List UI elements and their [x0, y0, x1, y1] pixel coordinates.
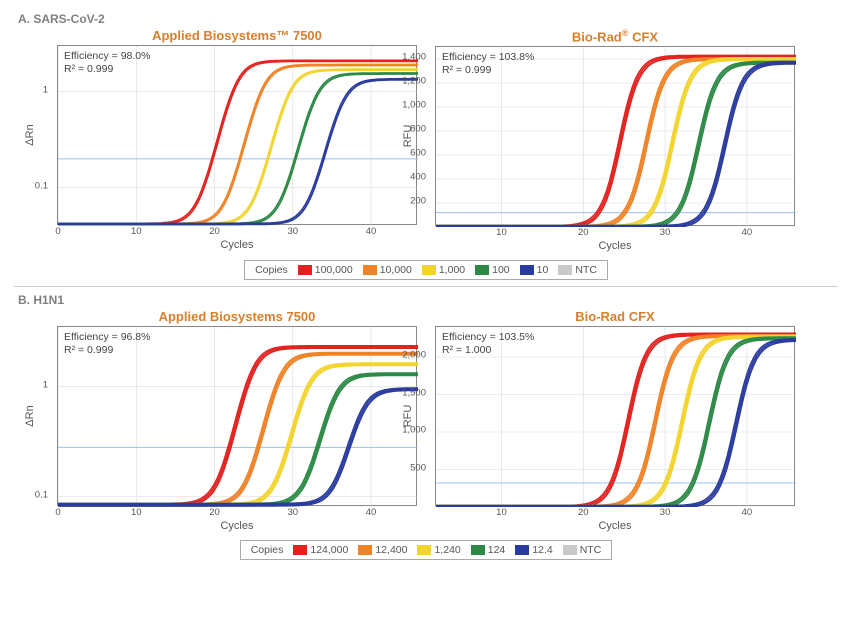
x-ticks: 010203040: [58, 226, 416, 238]
efficiency-annotation: Efficiency = 103.8%R² = 0.999: [442, 51, 534, 77]
efficiency-annotation: Efficiency = 98.0%R² = 0.999: [64, 50, 150, 76]
legend-item: 100,000: [298, 264, 353, 276]
chart-area: ΔRnEfficiency = 98.0%R² = 0.999010203040…: [57, 45, 417, 225]
legend-swatch: [475, 265, 489, 275]
legend: Copies 124,000 12,400 1,240 124 12.4 NTC: [240, 540, 613, 560]
legend-item: 124: [471, 544, 506, 556]
x-axis-label: Cycles: [220, 520, 253, 532]
chart-panel: Bio-Rad CFX RFUEfficiency = 103.5%R² = 1.…: [435, 309, 795, 532]
section-divider: [14, 286, 838, 287]
chart-area: RFUEfficiency = 103.5%R² = 1.00010203040…: [435, 326, 795, 506]
legend-caption: Copies: [255, 264, 288, 276]
section-label: B. H1N1: [18, 293, 838, 307]
legend-item: 100: [475, 264, 510, 276]
panel-row: Applied Biosystems™ 7500ΔRnEfficiency = …: [14, 28, 838, 252]
legend-swatch: [515, 545, 529, 555]
legend-label: 12.4: [532, 544, 552, 556]
section-label: A. SARS-CoV-2: [18, 12, 838, 26]
x-axis-label: Cycles: [220, 239, 253, 251]
legend-label: 124,000: [310, 544, 348, 556]
panel-title: Bio-Rad CFX: [575, 309, 654, 324]
legend-label: 100: [492, 264, 510, 276]
legend-swatch: [417, 545, 431, 555]
legend-item: 1,240: [417, 544, 460, 556]
chart-panel: Bio-Rad® CFX RFUEfficiency = 103.8%R² = 0…: [435, 28, 795, 252]
legend-item: NTC: [563, 544, 602, 556]
legend-label: NTC: [575, 264, 597, 276]
chart-panel: Applied Biosystems™ 7500 ΔRnEfficiency = …: [57, 28, 417, 252]
legend-label: 124: [488, 544, 506, 556]
y-axis-label: ΔRn: [24, 124, 36, 145]
chart-area: RFUEfficiency = 103.8%R² = 0.99910203040…: [435, 46, 795, 226]
legend: Copies 100,000 10,000 1,000 100 10 NTC: [244, 260, 608, 280]
legend-label: 100,000: [315, 264, 353, 276]
legend-label: NTC: [580, 544, 602, 556]
legend-swatch: [293, 545, 307, 555]
panel-title: Applied Biosystems 7500: [159, 309, 316, 324]
legend-label: 1,000: [439, 264, 465, 276]
panel-title: Applied Biosystems™ 7500: [152, 28, 322, 43]
legend-swatch: [363, 265, 377, 275]
legend-item: NTC: [558, 264, 597, 276]
efficiency-annotation: Efficiency = 96.8%R² = 0.999: [64, 331, 150, 357]
x-ticks: 010203040: [58, 507, 416, 519]
legend-item: 12,400: [358, 544, 407, 556]
efficiency-annotation: Efficiency = 103.5%R² = 1.000: [442, 331, 534, 357]
legend-item: 10: [520, 264, 549, 276]
legend-label: 10: [537, 264, 549, 276]
legend-label: 10,000: [380, 264, 412, 276]
chart-panel: Applied Biosystems 7500 ΔRnEfficiency = 9…: [57, 309, 417, 532]
legend-swatch: [298, 265, 312, 275]
panel-title: Bio-Rad® CFX: [572, 28, 658, 44]
legend-item: 124,000: [293, 544, 348, 556]
legend-item: 1,000: [422, 264, 465, 276]
legend-swatch: [558, 265, 572, 275]
x-ticks: 10203040: [436, 507, 794, 519]
x-ticks: 10203040: [436, 227, 794, 239]
legend-swatch: [563, 545, 577, 555]
legend-swatch: [471, 545, 485, 555]
y-axis-label: ΔRn: [24, 406, 36, 427]
chart-area: ΔRnEfficiency = 96.8%R² = 0.999010203040…: [57, 326, 417, 506]
x-axis-label: Cycles: [598, 240, 631, 252]
legend-swatch: [520, 265, 534, 275]
legend-caption: Copies: [251, 544, 284, 556]
legend-item: 12.4: [515, 544, 552, 556]
legend-label: 12,400: [375, 544, 407, 556]
legend-swatch: [358, 545, 372, 555]
legend-swatch: [422, 265, 436, 275]
legend-label: 1,240: [434, 544, 460, 556]
x-axis-label: Cycles: [598, 520, 631, 532]
panel-row: Applied Biosystems 7500ΔRnEfficiency = 9…: [14, 309, 838, 532]
legend-item: 10,000: [363, 264, 412, 276]
